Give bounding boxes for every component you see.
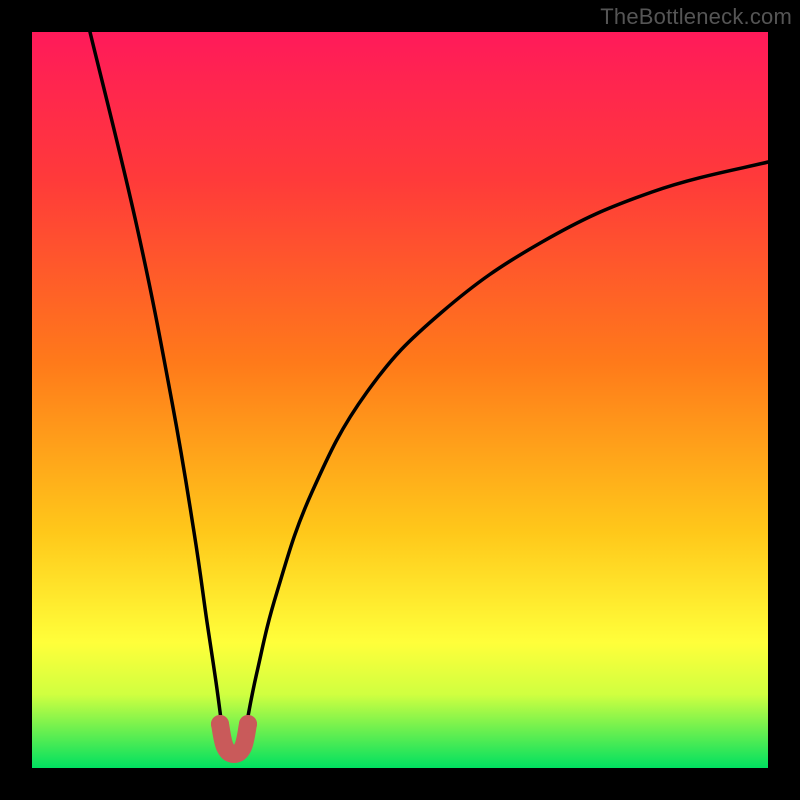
curve-overlay — [0, 0, 800, 800]
chart-container: TheBottleneck.com — [0, 0, 800, 800]
curve-right-branch — [246, 162, 768, 727]
marker-endpoint — [211, 715, 229, 733]
marker-endpoint — [239, 715, 257, 733]
curve-left-branch — [90, 32, 222, 727]
